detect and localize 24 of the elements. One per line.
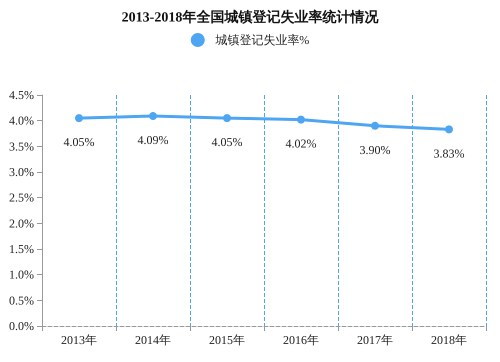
data-label: 4.05% [212,135,242,150]
legend-label: 城镇登记失业率% [214,33,310,47]
x-tick-label: 2013年 [61,333,97,347]
y-tick-label: 1.0% [9,268,34,282]
x-tick-label: 2016年 [283,333,319,347]
data-label: 4.05% [64,135,94,150]
y-tick-label: 0.0% [9,319,34,333]
data-label: 3.83% [434,146,464,160]
x-tick-label: 2018年 [431,333,467,347]
data-label: 4.02% [286,136,316,151]
x-tick-label: 2014年 [135,333,171,347]
data-label: 3.90% [360,142,390,157]
y-tick-label: 2.5% [9,190,34,205]
data-label: 4.09% [138,133,168,148]
chart-title: 2013-2018年全国城镇登记失业率统计情况 [122,8,380,26]
y-tick-label: 3.0% [9,165,34,179]
y-tick-label: 4.5% [9,88,34,102]
x-tick-label: 2015年 [209,333,245,347]
y-tick-label: 3.5% [9,139,34,154]
y-tick-label: 0.5% [9,293,34,308]
x-tick-label: 2017年 [357,333,393,347]
y-tick-label: 2.0% [9,216,34,230]
y-tick-label: 1.5% [9,242,34,256]
y-tick-label: 4.0% [9,114,34,128]
